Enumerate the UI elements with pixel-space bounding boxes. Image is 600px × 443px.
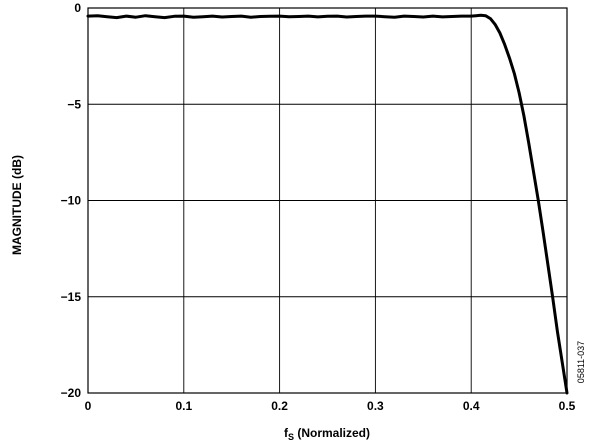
x-axis-title: fS (Normalized): [284, 426, 370, 442]
x-tick-labels: 0 0.1 0.2 0.3 0.4 0.5: [85, 399, 576, 413]
magnitude-curve: [86, 13, 569, 395]
x-tick-label: 0.5: [559, 399, 576, 413]
y-tick-label: −15: [61, 290, 82, 304]
x-tick-label: 0.4: [463, 399, 480, 413]
x-tick-label: 0: [85, 399, 92, 413]
x-tick-label: 0.2: [271, 399, 288, 413]
x-tick-label: 0.1: [175, 399, 192, 413]
curve-layer: [86, 13, 569, 395]
grid: [87, 7, 568, 394]
x-axis-title-subscript: S: [288, 432, 294, 442]
y-tick-label: −10: [61, 194, 82, 208]
y-tick-labels: 0 −5 −10 −15 −20: [61, 1, 82, 400]
y-axis-title: MAGNITUDE (dB): [10, 155, 24, 255]
y-tick-label: 0: [74, 1, 81, 15]
x-axis-title-f: f: [284, 426, 289, 440]
x-axis-title-rest: (Normalized): [294, 426, 370, 440]
y-tick-label: −20: [61, 386, 82, 400]
plot-frame: [87, 7, 568, 394]
figure-id-note: 05811-037: [576, 341, 586, 383]
x-tick-label: 0.3: [367, 399, 384, 413]
y-tick-label: −5: [67, 97, 81, 111]
